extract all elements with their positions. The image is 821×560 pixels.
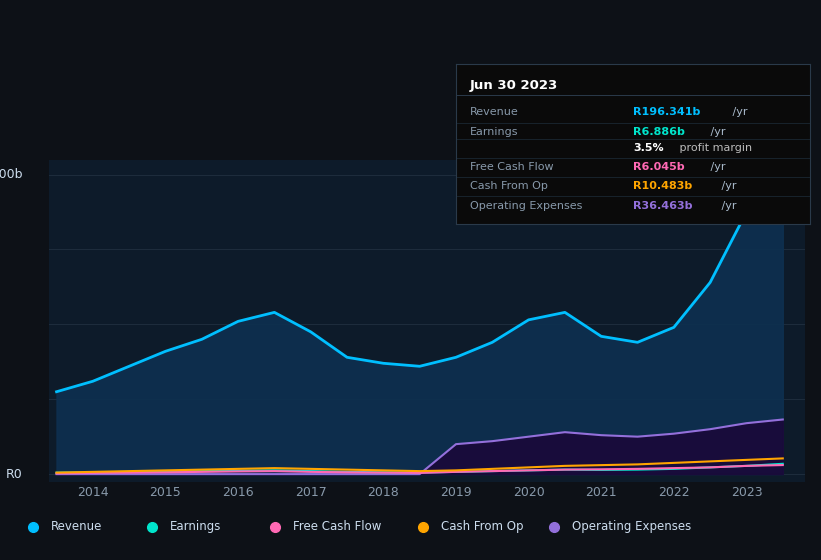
Text: Cash From Op: Cash From Op [470, 181, 548, 192]
Text: Earnings: Earnings [170, 520, 222, 533]
Text: Cash From Op: Cash From Op [441, 520, 523, 533]
Text: R6.045b: R6.045b [633, 162, 685, 172]
Text: /yr: /yr [708, 162, 726, 172]
Text: /yr: /yr [729, 108, 747, 117]
Text: Revenue: Revenue [470, 108, 519, 117]
Text: /yr: /yr [718, 200, 736, 211]
Text: R200b: R200b [0, 168, 23, 181]
Text: Jun 30 2023: Jun 30 2023 [470, 79, 558, 92]
Text: Operating Expenses: Operating Expenses [470, 200, 582, 211]
Text: profit margin: profit margin [676, 143, 752, 153]
Text: Earnings: Earnings [470, 127, 518, 137]
Text: /yr: /yr [708, 127, 726, 137]
Text: Free Cash Flow: Free Cash Flow [470, 162, 553, 172]
Text: R196.341b: R196.341b [633, 108, 700, 117]
Text: R0: R0 [6, 468, 23, 480]
Text: R6.886b: R6.886b [633, 127, 685, 137]
Text: R10.483b: R10.483b [633, 181, 692, 192]
Text: Revenue: Revenue [51, 520, 103, 533]
Text: 3.5%: 3.5% [633, 143, 663, 153]
Text: Operating Expenses: Operating Expenses [572, 520, 691, 533]
Text: /yr: /yr [718, 181, 736, 192]
Text: Free Cash Flow: Free Cash Flow [293, 520, 382, 533]
Text: R36.463b: R36.463b [633, 200, 692, 211]
